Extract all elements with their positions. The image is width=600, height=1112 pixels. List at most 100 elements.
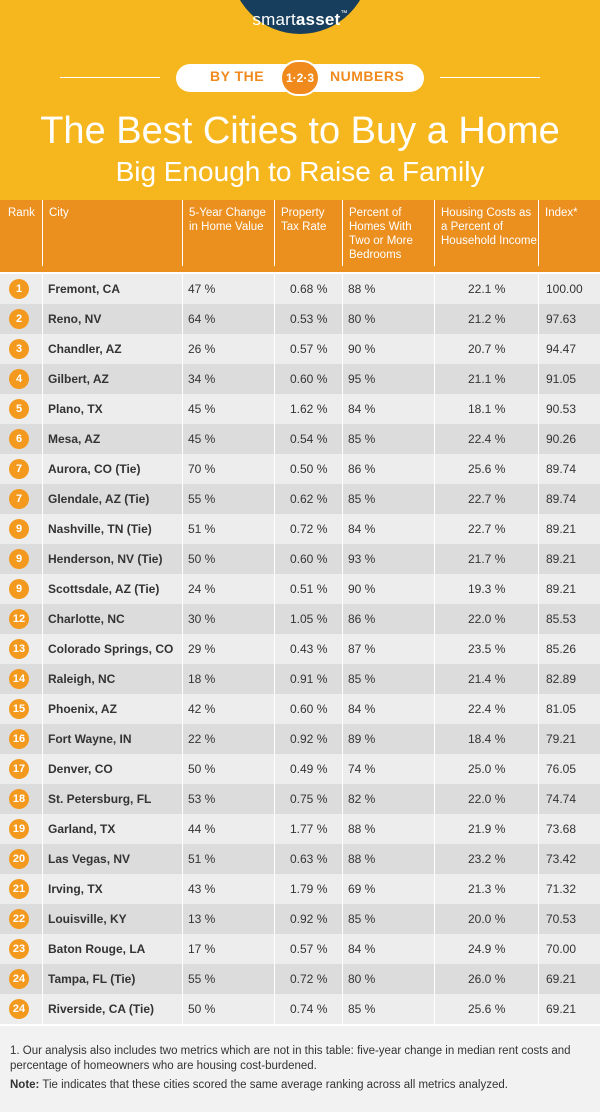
housing-costs-cell: 23.5 % (468, 642, 506, 656)
banner-rule-right (440, 77, 540, 78)
table-row: 2 Reno, NV 64 % 0.53 % 80 % 21.2 % 97.63 (0, 304, 600, 334)
rank-badge: 14 (9, 669, 29, 689)
property-tax-cell: 0.57 % (290, 342, 328, 356)
column-divider (182, 274, 183, 304)
column-divider (538, 454, 539, 484)
index-cell: 74.74 (546, 792, 577, 806)
housing-costs-cell: 22.7 % (468, 522, 506, 536)
column-divider (182, 844, 183, 874)
bedrooms-cell: 88 % (348, 282, 376, 296)
city-cell: Scottsdale, AZ (Tie) (48, 582, 160, 596)
property-tax-cell: 0.72 % (290, 522, 328, 536)
column-divider (342, 334, 343, 364)
property-tax-cell: 1.77 % (290, 822, 328, 836)
column-divider (342, 304, 343, 334)
table-row: 7 Glendale, AZ (Tie) 55 % 0.62 % 85 % 22.7 % 8… (0, 484, 600, 514)
column-divider (42, 844, 43, 874)
index-cell: 89.74 (546, 462, 577, 476)
column-divider (274, 904, 275, 934)
column-divider (182, 574, 183, 604)
column-divider (42, 334, 43, 364)
home-value-change-cell: 50 % (188, 762, 216, 776)
bedrooms-cell: 84 % (348, 402, 376, 416)
column-divider (342, 814, 343, 844)
property-tax-cell: 0.43 % (290, 642, 328, 656)
index-cell: 89.21 (546, 552, 577, 566)
city-cell: Fort Wayne, IN (48, 732, 132, 746)
column-divider (342, 934, 343, 964)
home-value-change-cell: 26 % (188, 342, 216, 356)
home-value-change-cell: 70 % (188, 462, 216, 476)
tie-note-label: Note: (10, 1079, 40, 1091)
bedrooms-cell: 80 % (348, 312, 376, 326)
city-cell: Chandler, AZ (48, 342, 122, 356)
housing-costs-cell: 21.9 % (468, 822, 506, 836)
column-header-property-tax: Property Tax Rate (274, 200, 342, 266)
housing-costs-cell: 20.7 % (468, 342, 506, 356)
column-divider (42, 934, 43, 964)
index-cell: 85.26 (546, 642, 577, 656)
housing-costs-cell: 21.3 % (468, 882, 506, 896)
housing-costs-cell: 18.4 % (468, 732, 506, 746)
column-divider (434, 334, 435, 364)
column-divider (538, 394, 539, 424)
column-divider (274, 394, 275, 424)
housing-costs-cell: 26.0 % (468, 972, 506, 986)
rank-badge: 16 (9, 729, 29, 749)
bedrooms-cell: 85 % (348, 1002, 376, 1016)
column-divider (434, 934, 435, 964)
column-divider (274, 724, 275, 754)
home-value-change-cell: 51 % (188, 522, 216, 536)
column-header-city: City (42, 200, 182, 266)
property-tax-cell: 0.51 % (290, 582, 328, 596)
column-divider (538, 484, 539, 514)
city-cell: Nashville, TN (Tie) (48, 522, 152, 536)
column-divider (434, 274, 435, 304)
home-value-change-cell: 51 % (188, 852, 216, 866)
column-divider (274, 544, 275, 574)
column-divider (342, 844, 343, 874)
banner-middle-text: 1·2·3 (285, 71, 314, 85)
city-cell: Gilbert, AZ (48, 372, 109, 386)
city-cell: Henderson, NV (Tie) (48, 552, 163, 566)
column-divider (274, 784, 275, 814)
housing-costs-cell: 23.2 % (468, 852, 506, 866)
page-title: The Best Cities to Buy a Home (40, 110, 560, 152)
column-divider (342, 724, 343, 754)
table-row: 16 Fort Wayne, IN 22 % 0.92 % 89 % 18.4 % 79.2… (0, 724, 600, 754)
property-tax-cell: 0.92 % (290, 732, 328, 746)
rank-badge: 2 (9, 309, 29, 329)
property-tax-cell: 0.60 % (290, 372, 328, 386)
column-divider (342, 694, 343, 724)
table-row: 9 Scottsdale, AZ (Tie) 24 % 0.51 % 90 % 19.3 … (0, 574, 600, 604)
column-divider (42, 364, 43, 394)
property-tax-cell: 1.79 % (290, 882, 328, 896)
home-value-change-cell: 47 % (188, 282, 216, 296)
city-cell: Aurora, CO (Tie) (48, 462, 141, 476)
housing-costs-cell: 22.4 % (468, 432, 506, 446)
column-divider (434, 814, 435, 844)
column-divider (342, 514, 343, 544)
city-cell: Colorado Springs, CO (48, 642, 174, 656)
column-divider (274, 454, 275, 484)
rank-badge: 21 (9, 879, 29, 899)
rank-badge: 9 (9, 579, 29, 599)
rank-badge: 22 (9, 909, 29, 929)
rank-badge: 20 (9, 849, 29, 869)
city-cell: St. Petersburg, FL (48, 792, 152, 806)
index-cell: 89.21 (546, 522, 577, 536)
column-header-rank: Rank (8, 207, 35, 219)
smartasset-logo[interactable]: smartasset™ (230, 10, 370, 30)
column-divider (182, 664, 183, 694)
column-divider (538, 694, 539, 724)
column-divider (182, 514, 183, 544)
city-cell: Denver, CO (48, 762, 113, 776)
housing-costs-cell: 22.0 % (468, 612, 506, 626)
column-divider (42, 634, 43, 664)
table-row: 18 St. Petersburg, FL 53 % 0.75 % 82 % 22.0 %… (0, 784, 600, 814)
column-divider (42, 904, 43, 934)
property-tax-cell: 0.53 % (290, 312, 328, 326)
rank-badge: 15 (9, 699, 29, 719)
banner-right-text: NUMBERS (330, 68, 405, 84)
